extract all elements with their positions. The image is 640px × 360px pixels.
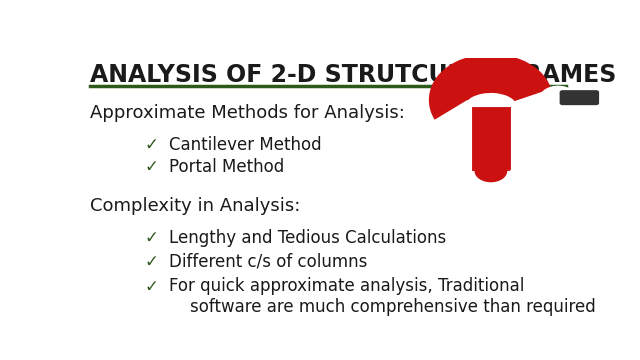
Text: Approximate Methods for Analysis:: Approximate Methods for Analysis:	[90, 104, 404, 122]
Text: Lengthy and Tedious Calculations: Lengthy and Tedious Calculations	[169, 229, 447, 247]
Ellipse shape	[525, 109, 574, 151]
Circle shape	[475, 161, 507, 181]
Text: ANALYSIS OF 2-D STRUTCURAL FRAMES: ANALYSIS OF 2-D STRUTCURAL FRAMES	[90, 63, 616, 87]
FancyBboxPatch shape	[561, 91, 598, 104]
Text: ✓: ✓	[145, 158, 158, 176]
Text: ✓: ✓	[145, 278, 158, 296]
Text: ✓: ✓	[145, 136, 158, 154]
Text: Different c/s of columns: Different c/s of columns	[169, 252, 367, 270]
Text: ✓: ✓	[145, 252, 158, 270]
Text: For quick approximate analysis, Traditional
    software are much comprehensive : For quick approximate analysis, Traditio…	[169, 278, 596, 316]
Text: Complexity in Analysis:: Complexity in Analysis:	[90, 197, 300, 215]
Text: ✓: ✓	[145, 229, 158, 247]
Text: Cantilever Method: Cantilever Method	[169, 136, 322, 154]
Text: Portal Method: Portal Method	[169, 158, 285, 176]
Circle shape	[540, 86, 576, 111]
